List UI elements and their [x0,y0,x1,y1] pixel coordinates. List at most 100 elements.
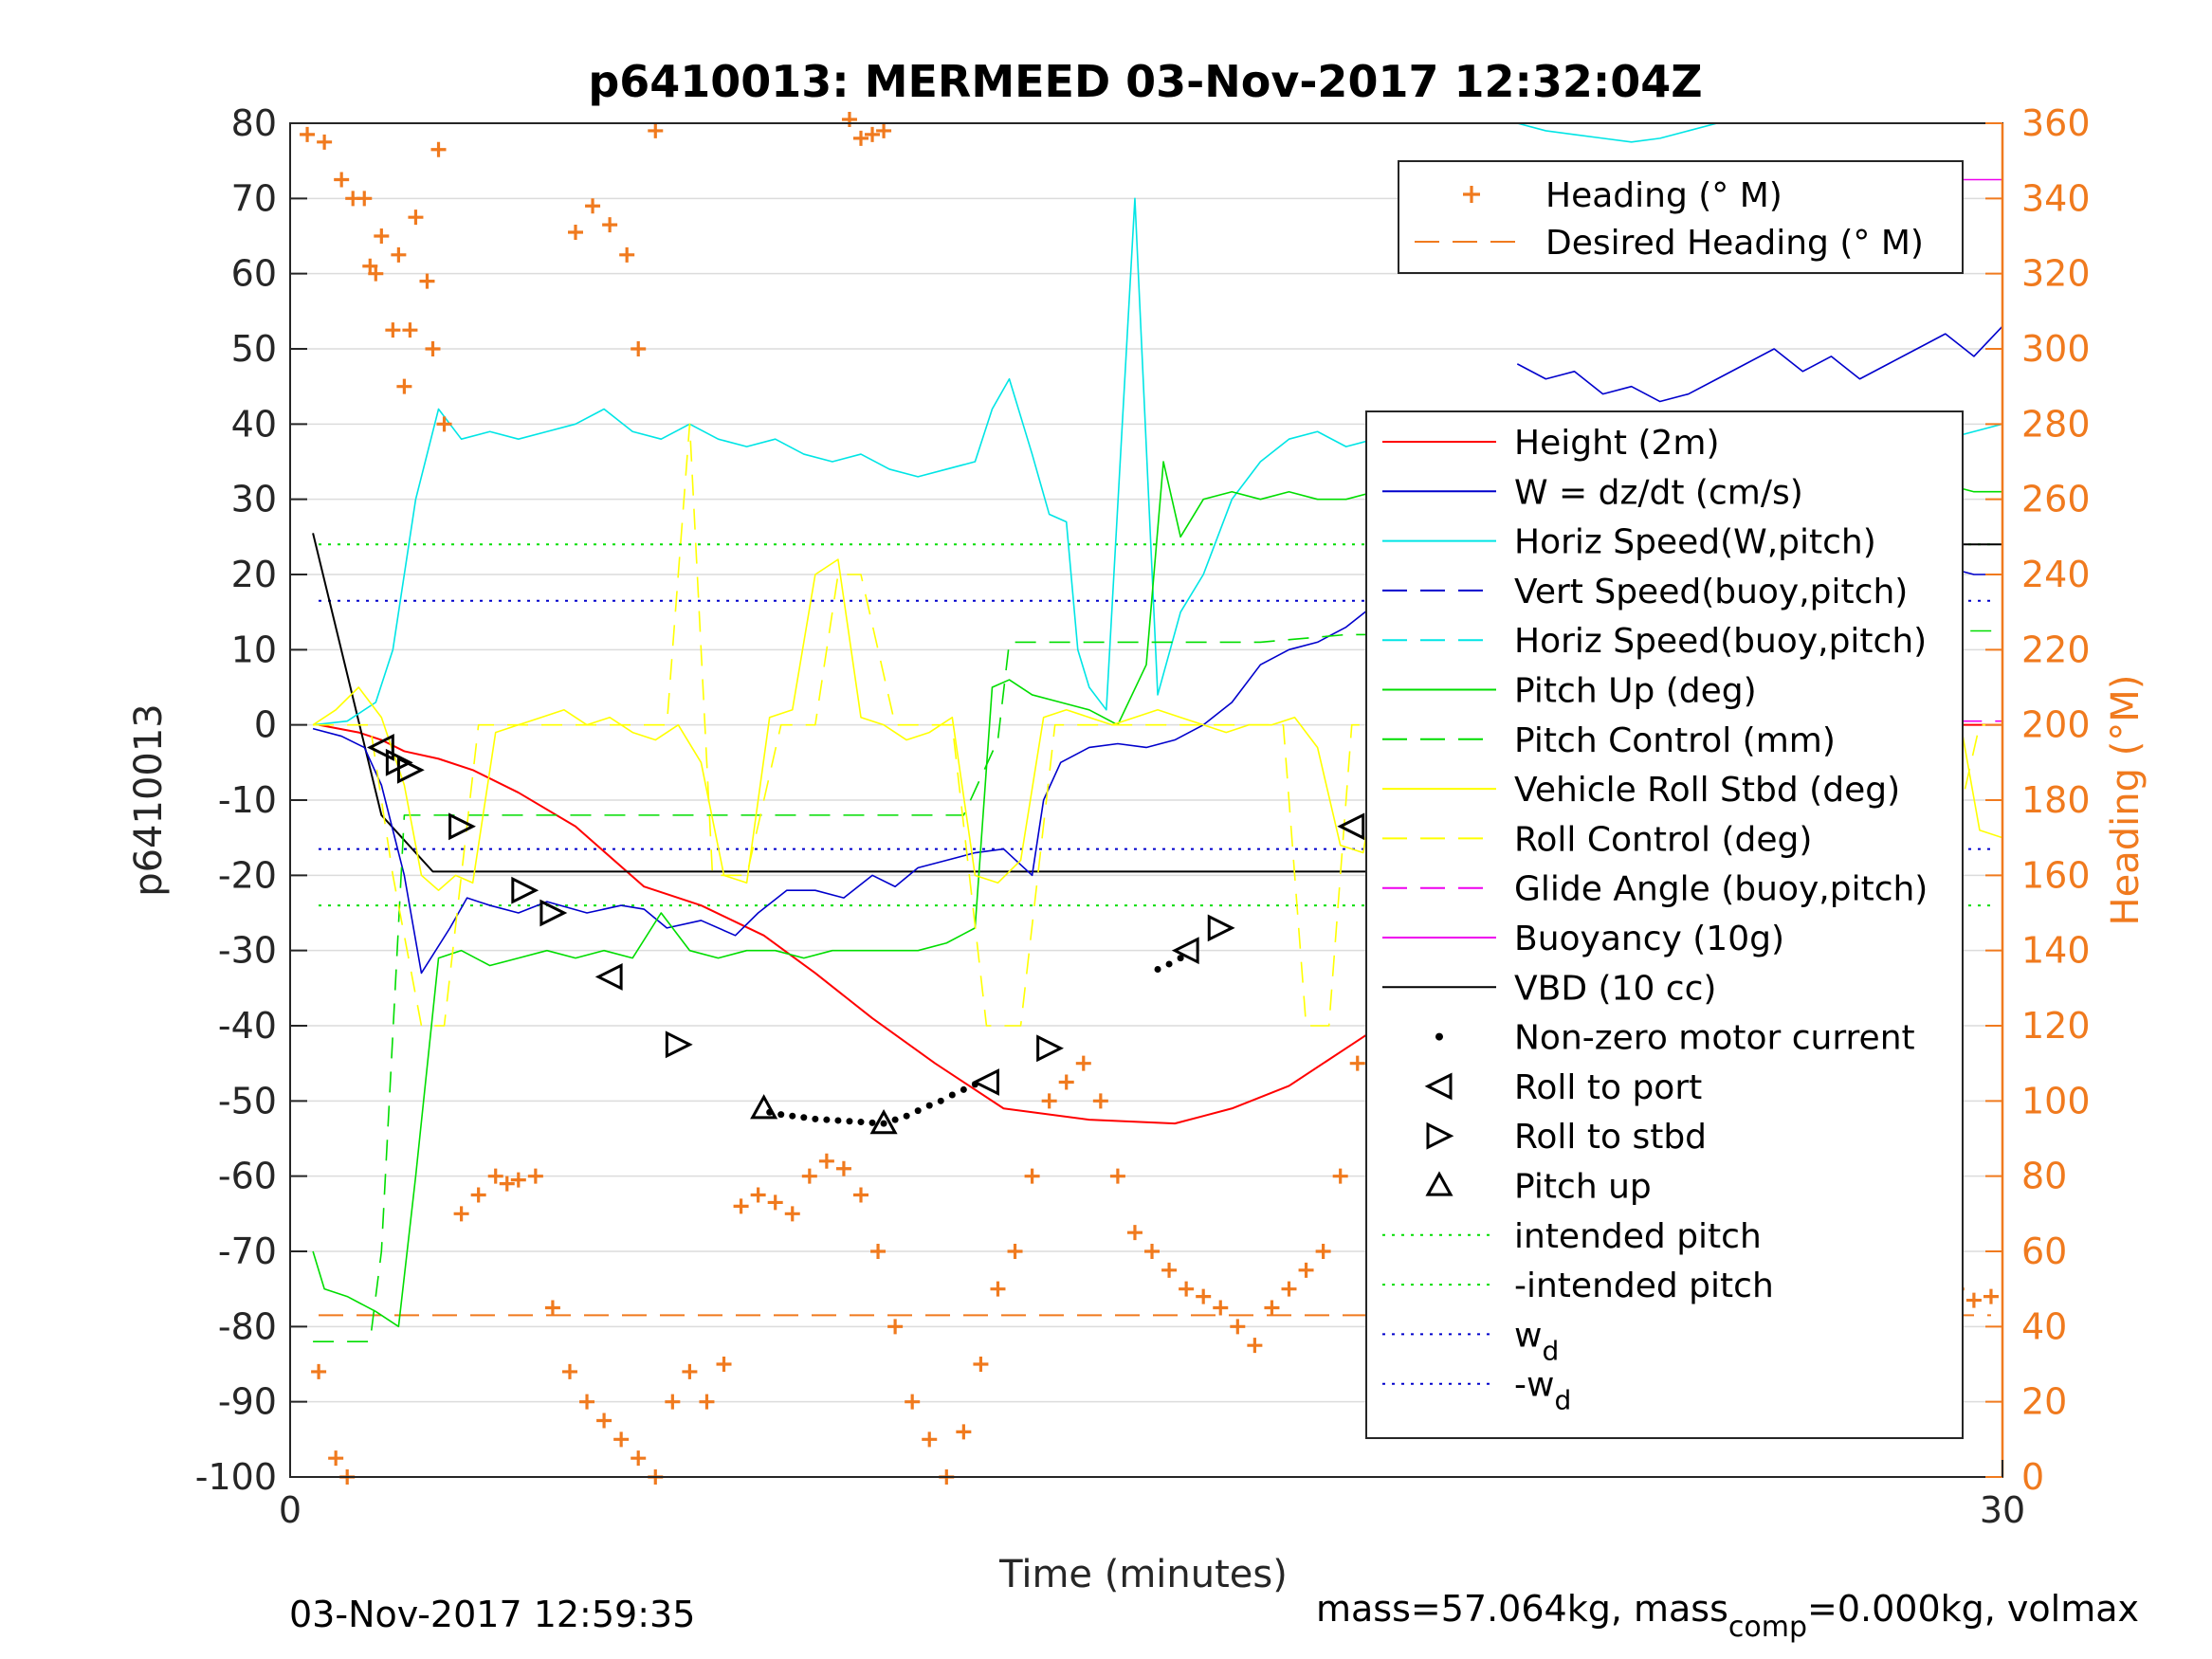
y-right-tick-label: 180 [2021,779,2091,821]
marker-tri-left [1171,937,1199,965]
heading-point [956,1424,972,1440]
heading-point [1007,1244,1023,1259]
y-right-tick-label: 200 [2021,704,2091,746]
heading-point [613,1431,630,1448]
motor-current-dot [868,1119,876,1126]
heading-point [1109,1168,1125,1184]
heading-point [596,1413,612,1429]
legend-label: Roll Control (deg) [1514,820,1812,859]
y-right-tick-label: 360 [2021,102,2091,144]
heading-point [767,1194,783,1211]
heading-point [1213,1300,1229,1316]
legend-label: Non-zero motor current [1514,1019,1915,1058]
y-axis-label: p6410013 [127,703,171,897]
heading-point [1983,1288,1999,1304]
heading-point [317,134,333,150]
motor-current-dot [914,1107,922,1115]
y-right-tick-label: 80 [2021,1156,2067,1197]
heading-point [648,122,664,138]
y-tick-label: -70 [218,1231,277,1272]
heading-point [453,1206,469,1222]
heading-point [784,1206,800,1222]
heading-point [631,341,647,356]
heading-point [818,1153,834,1169]
y-right-tick-label: 140 [2021,930,2091,972]
y-axis-right-label: Heading (°M) [2104,675,2148,926]
y-tick-label: 20 [231,554,277,595]
heading-point [1230,1319,1246,1335]
motor-current-dot [812,1115,819,1122]
y-tick-label: 10 [231,629,277,670]
marker-tri-right [1036,1034,1065,1063]
marker-tri-left [366,734,394,761]
y-right-tick-label: 0 [2021,1456,2044,1498]
y-right-tick-label: 280 [2021,403,2091,445]
legend-label: W = dz/dt (cm/s) [1514,473,1803,512]
heading-point [568,225,583,241]
motor-current-dot [937,1097,944,1104]
marker-tri-left [594,963,623,991]
heading-point [561,1363,577,1379]
heading-point [499,1176,515,1192]
y-tick-label: 80 [231,102,277,144]
legend-label: Pitch up [1514,1168,1652,1207]
motor-current-dot [857,1119,865,1126]
legend-label: Horiz Speed(W,pitch) [1514,523,1876,562]
legend-label: Pitch Up (deg) [1514,672,1757,711]
series-vert-speed-buoy-pitch- [1516,325,2002,403]
footer-mass-sub: comp [1728,1611,1807,1644]
heading-point [1281,1281,1297,1297]
heading-point [408,210,424,226]
heading-point [665,1394,681,1410]
series-horiz-speed-buoy-pitch- [1517,123,1718,143]
heading-point [1179,1281,1195,1297]
heading-point [973,1357,989,1372]
heading-point [391,246,407,263]
y-tick-label: -30 [218,930,277,972]
heading-point [419,273,435,289]
heading-point [402,322,418,338]
legend-swatch [1425,1171,1453,1196]
y-right-tick-label: 220 [2021,629,2091,670]
legend-label: Roll to port [1514,1068,1702,1107]
legend-swatch [1435,1032,1443,1041]
marker-tri-right [1207,914,1235,942]
legend-label: Buoyancy (10g) [1514,920,1784,958]
heading-point [1332,1168,1348,1184]
y-tick-label: 60 [231,253,277,295]
legend-label: Horiz Speed(buoy,pitch) [1514,622,1927,661]
motor-current-dot [823,1116,831,1123]
y-tick-label: -60 [218,1156,277,1197]
heading-point [527,1168,543,1184]
legend-swatch [1463,186,1480,203]
marker-tri-right [539,899,568,927]
motor-current-dot [834,1117,842,1124]
heading-point [544,1300,560,1316]
heading-point [602,217,618,233]
heading-point [1196,1288,1212,1304]
heading-point [396,378,412,394]
heading-point [887,1319,904,1335]
y-tick-label: 50 [231,328,277,370]
heading-point [1024,1168,1040,1184]
y-tick-label: -90 [218,1381,277,1423]
motor-current-dot [1165,960,1173,968]
heading-point [374,228,390,244]
heading-point [362,258,378,274]
y-right-tick-label: 300 [2021,328,2091,370]
marker-tri-right [511,876,539,904]
y-tick-label: 0 [254,704,277,746]
heading-point [311,1363,327,1379]
heading-point [922,1431,938,1448]
motor-current-dot [891,1116,899,1123]
heading-point [328,1450,344,1467]
legend-label: -intended pitch [1514,1267,1774,1305]
y-right-tick-label: 320 [2021,253,2091,295]
heading-point [699,1394,715,1410]
legend-label: Roll to stbd [1514,1118,1707,1157]
legend-label: Height (2m) [1514,424,1720,463]
legend-label: Vert Speed(buoy,pitch) [1514,573,1908,611]
motor-current-dot [960,1085,967,1093]
motor-current-dot [800,1114,808,1121]
